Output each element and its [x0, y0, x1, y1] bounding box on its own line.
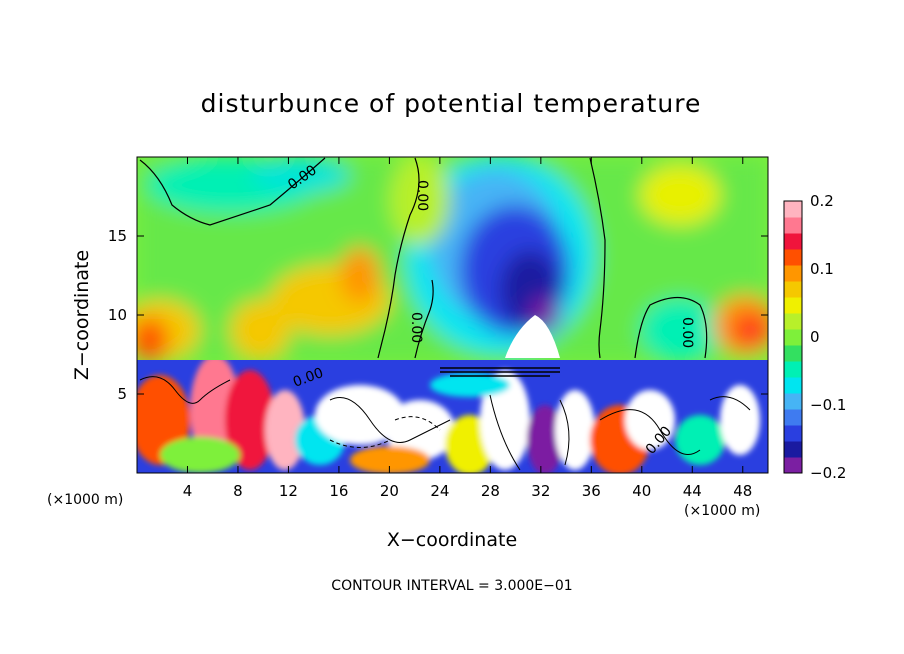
colorbar-segment	[784, 409, 802, 426]
x-tick-label: 20	[380, 482, 399, 500]
colorbar-segment	[784, 265, 802, 282]
x-tick-label: 4	[183, 482, 193, 500]
colorbar-tick-label: 0.1	[810, 260, 834, 278]
colorbar-segment	[784, 233, 802, 250]
x-tick-label: 44	[683, 482, 702, 500]
x-tick-label: 12	[279, 482, 298, 500]
colorbar-segment	[784, 249, 802, 266]
contour-label-1: 0.00	[414, 180, 430, 211]
colorbar-segment	[784, 377, 802, 394]
contour-label-2: 0.00	[408, 312, 424, 343]
colorbar-segment	[784, 393, 802, 410]
colorbar-segment	[784, 329, 802, 346]
x-axis-ticks: 4 8 12 16 20 24 28 32 36 40 44 48	[183, 157, 752, 500]
turbulent-contours	[139, 367, 751, 471]
y-axis-label: Z−coordinate	[71, 250, 93, 380]
colorbar-segment	[784, 345, 802, 362]
x-tick-label: 36	[582, 482, 601, 500]
x-tick-label: 8	[233, 482, 243, 500]
x-tick-label: 24	[430, 482, 449, 500]
plot-area: 0.00 0.00 0.00 0.00 0.00 0.00	[136, 156, 769, 474]
colorbar: 0.2 0.1 0 −0.1 −0.2	[783, 192, 846, 482]
y-tick-label: 15	[108, 227, 127, 245]
colorbar-segment	[784, 297, 802, 314]
colorbar-tick-label: 0.2	[810, 192, 834, 210]
colorbar-tick-label: 0	[810, 328, 820, 346]
y-axis-ticks: 5 10 15	[108, 227, 768, 403]
x-axis-label: X−coordinate	[387, 529, 517, 551]
colorbar-segment	[784, 457, 802, 474]
colorbar-segment	[784, 425, 802, 442]
x-tick-label: 32	[531, 482, 550, 500]
zero-contours	[139, 157, 708, 359]
x-tick-label: 16	[329, 482, 348, 500]
lower-field	[137, 360, 768, 473]
x-tick-label: 28	[481, 482, 500, 500]
colorbar-segment	[784, 361, 802, 378]
x-unit-right: (×1000 m)	[684, 503, 760, 519]
colorbar-tick-label: −0.2	[810, 464, 846, 482]
y-tick-label: 10	[108, 306, 127, 324]
y-tick-label: 5	[117, 385, 127, 403]
colorbar-segment	[784, 217, 802, 234]
x-tick-label: 48	[733, 482, 752, 500]
colorbar-segment	[784, 313, 802, 330]
contour-interval: CONTOUR INTERVAL = 3.000E−01	[331, 578, 572, 594]
contour-label-3: 0.00	[679, 317, 695, 348]
colorbar-tick-label: −0.1	[810, 396, 846, 414]
colorbar-frame	[783, 200, 803, 474]
colorbar-segment	[784, 441, 802, 458]
colorbar-segment	[784, 281, 802, 298]
x-unit-left: (×1000 m)	[47, 492, 123, 508]
x-tick-label: 40	[632, 482, 651, 500]
colorbar-segment	[784, 201, 802, 218]
chart-title: disturbunce of potential temperature	[201, 89, 702, 118]
upper-field	[137, 157, 768, 360]
